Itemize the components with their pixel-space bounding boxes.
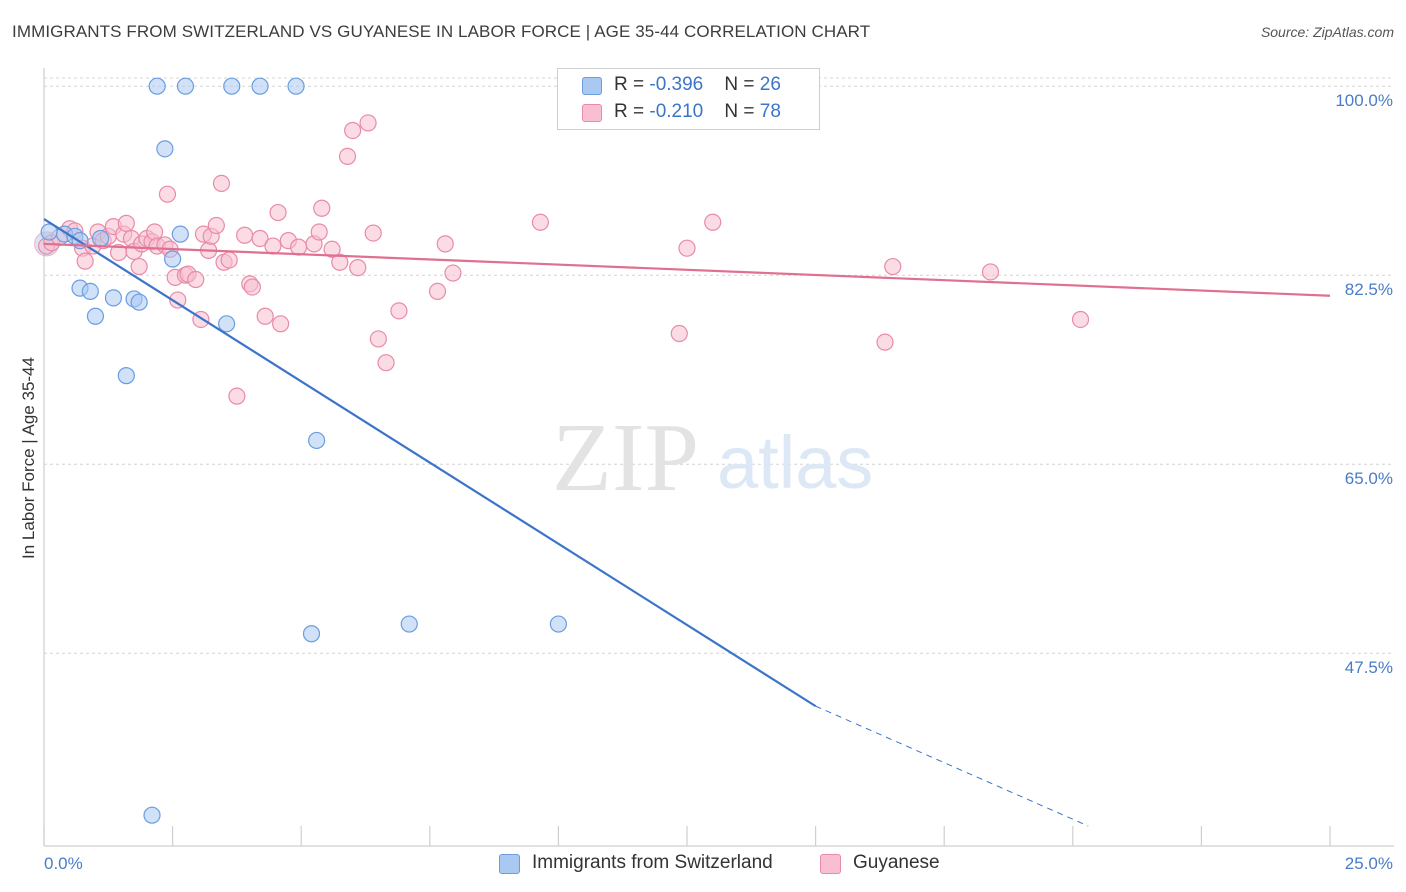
data-point-guyanese (117, 214, 135, 232)
watermark-atlas: atlas (717, 421, 873, 504)
data-point-switzerland (104, 289, 123, 307)
data-point-switzerland (251, 77, 269, 95)
axes (43, 68, 1394, 847)
data-point-guyanese (670, 324, 688, 343)
data-point-switzerland (171, 225, 189, 243)
data-point-switzerland (86, 307, 105, 325)
legend-n-label: N = (724, 74, 760, 95)
data-point-guyanese (76, 252, 94, 270)
data-point-guyanese (256, 307, 274, 325)
data-point-guyanese (323, 240, 341, 258)
data-point-guyanese (876, 333, 894, 351)
data-point-guyanese (338, 147, 357, 165)
chart-title: IMMIGRANTS FROM SWITZERLAND VS GUYANESE … (12, 22, 871, 41)
data-point-guyanese (212, 174, 231, 192)
data-point-switzerland (117, 367, 135, 385)
data-point-guyanese (428, 282, 447, 300)
data-point-guyanese (243, 278, 261, 296)
data-point-guyanese (981, 263, 1000, 281)
y-tick-label: 65.0% (1345, 469, 1393, 488)
data-point-guyanese (377, 354, 395, 372)
data-point-switzerland (218, 315, 236, 333)
legend-swatch-switzerland (582, 77, 602, 95)
data-point-guyanese (187, 270, 205, 289)
legend-swatch-guyanese (820, 854, 841, 874)
legend-n-label: N = (724, 101, 760, 122)
data-point-switzerland (549, 615, 568, 633)
data-point-guyanese (310, 223, 328, 241)
data-point-guyanese (290, 238, 308, 256)
trend-line-guyanese (43, 242, 1331, 297)
data-point-guyanese (444, 264, 462, 282)
data-point-guyanese (269, 203, 287, 222)
data-point-switzerland (176, 77, 195, 95)
data-point-guyanese (228, 387, 246, 405)
legend-n-value: 78 (759, 101, 781, 122)
y-axis-label: In Labor Force | Age 35-44 (19, 357, 38, 559)
legend-r-value: -0.396 (649, 74, 704, 95)
trend-lines (43, 218, 1331, 827)
legend-r-value: -0.210 (649, 101, 704, 122)
data-point-switzerland (143, 806, 161, 824)
data-point-switzerland (223, 77, 241, 95)
trend-line-switzerland-extension (815, 705, 1089, 827)
legend-r-label: R = (614, 101, 650, 122)
data-point-guyanese (364, 224, 382, 242)
data-point-guyanese (130, 257, 148, 276)
y-tick-label: 100.0% (1335, 91, 1393, 110)
data-point-switzerland (130, 293, 148, 311)
x-tick-label: 25.0% (1345, 854, 1393, 873)
data-point-guyanese (344, 121, 362, 140)
legend-swatch-guyanese (582, 104, 602, 122)
data-point-guyanese (704, 213, 722, 231)
data-point-switzerland (164, 250, 182, 268)
data-point-switzerland (302, 625, 321, 643)
x-tick-label: 0.0% (44, 854, 83, 873)
legend-label-switzerland: Immigrants from Switzerland (532, 852, 773, 873)
data-point-guyanese (251, 229, 269, 248)
legend-r-label: R = (614, 74, 650, 95)
data-point-guyanese (264, 237, 282, 255)
data-point-guyanese (436, 235, 454, 253)
source-credit: Source: ZipAtlas.com (1260, 24, 1394, 40)
watermark-zip: ZIP (552, 404, 699, 512)
legend-n-value: 26 (759, 74, 781, 95)
data-point-switzerland (287, 77, 305, 95)
data-points (34, 77, 1090, 824)
data-point-guyanese (169, 291, 187, 309)
gridlines (44, 77, 1394, 654)
data-point-guyanese (349, 259, 367, 277)
data-point-guyanese (331, 253, 349, 271)
data-point-guyanese (220, 251, 238, 269)
data-point-guyanese (359, 114, 377, 132)
data-point-guyanese (390, 302, 408, 320)
data-point-guyanese (145, 223, 164, 241)
data-point-guyanese (678, 239, 696, 257)
data-point-switzerland (81, 282, 99, 300)
data-point-switzerland (400, 615, 418, 633)
stats-legend: R = -0.396 N = 26 R = -0.210 N = 78 (557, 68, 820, 130)
data-point-guyanese (207, 216, 225, 235)
data-point-switzerland (91, 229, 110, 248)
data-point-guyanese (531, 213, 549, 231)
y-tick-label: 47.5% (1345, 658, 1393, 677)
legend-swatch-switzerland (499, 854, 520, 874)
data-point-guyanese (158, 185, 177, 203)
trend-line-switzerland (43, 218, 817, 708)
data-point-switzerland (156, 140, 174, 158)
data-point-switzerland (308, 431, 326, 450)
tick-labels: 47.5% 65.0% 82.5% 100.0% 0.0% 25.0% (44, 91, 1393, 873)
legend-label-guyanese: Guyanese (853, 852, 940, 873)
y-tick-label: 82.5% (1345, 280, 1393, 299)
data-point-guyanese (884, 257, 902, 276)
data-point-guyanese (1071, 310, 1090, 329)
data-point-guyanese (313, 199, 331, 217)
data-point-guyanese (236, 226, 254, 244)
data-point-guyanese (272, 315, 290, 333)
data-point-guyanese (369, 330, 387, 348)
data-point-switzerland (148, 77, 166, 95)
